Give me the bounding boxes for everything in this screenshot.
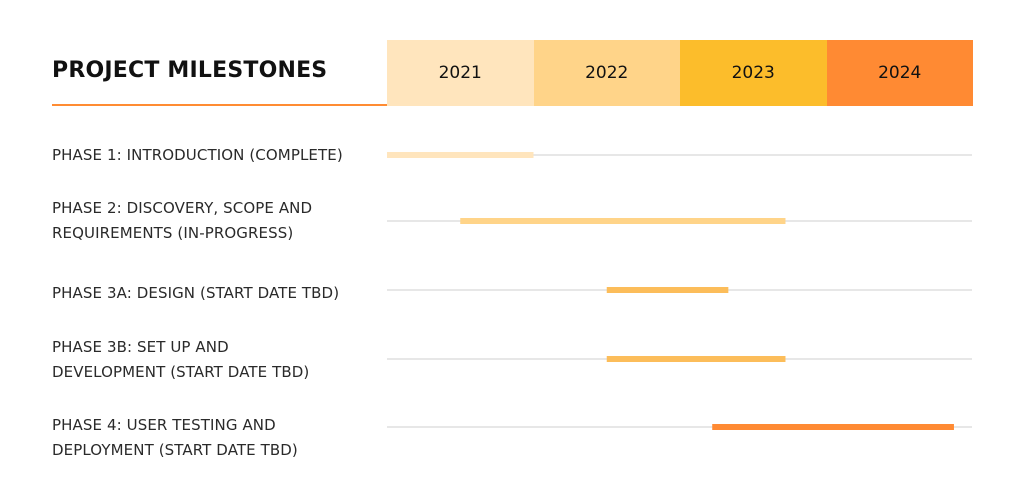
phase-bar <box>606 356 786 362</box>
phase-label-line: PHASE 4: USER TESTING AND <box>52 416 276 434</box>
phase-label: PHASE 3A: DESIGN (START DATE TBD) <box>52 281 382 306</box>
phase-bar <box>387 152 534 158</box>
phase-label: PHASE 1: INTRODUCTION (COMPLETE) <box>52 143 382 168</box>
phase-label: PHASE 3B: SET UP AND DEVELOPMENT (START D… <box>52 335 382 385</box>
phase-label-line: DEVELOPMENT (START DATE TBD) <box>52 363 310 381</box>
phase-bar <box>606 287 729 293</box>
phase-label: PHASE 2: DISCOVERY, SCOPE AND REQUIREMENT… <box>52 196 382 246</box>
phase-label-line: DEPLOYMENT (START DATE TBD) <box>52 441 298 459</box>
year-header: 2021 2022 2023 2024 <box>387 40 973 106</box>
year-cell-2023: 2023 <box>680 40 827 106</box>
chart-title: PROJECT MILESTONES <box>52 58 328 83</box>
phase-label-line: PHASE 3A: DESIGN (START DATE TBD) <box>52 284 340 302</box>
phase-label-line: PHASE 3B: SET UP AND <box>52 338 229 356</box>
phase-bar <box>460 218 786 224</box>
phase-label-line: PHASE 1: INTRODUCTION (COMPLETE) <box>52 146 343 164</box>
phase-label: PHASE 4: USER TESTING AND DEPLOYMENT (STA… <box>52 413 382 463</box>
year-cell-2024: 2024 <box>826 40 973 106</box>
phase-label-line: PHASE 2: DISCOVERY, SCOPE AND <box>52 199 313 217</box>
year-cell-2022: 2022 <box>533 40 680 106</box>
year-cell-2021: 2021 <box>387 40 534 106</box>
phase-label-line: REQUIREMENTS (IN-PROGRESS) <box>52 224 294 242</box>
phase-bar <box>712 424 954 430</box>
